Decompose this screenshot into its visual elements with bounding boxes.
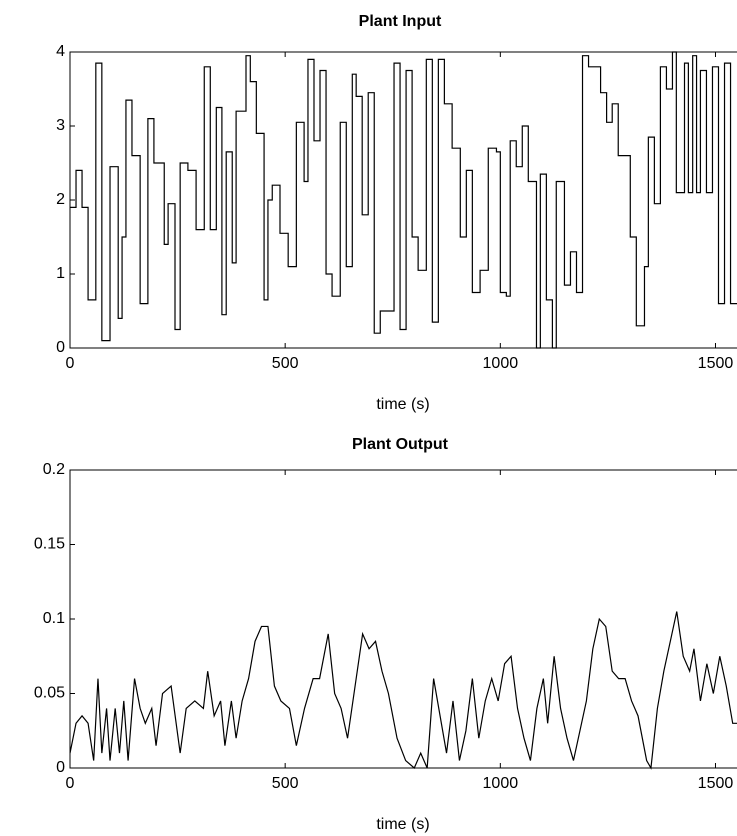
y-tick-label: 0.1 [43, 610, 65, 627]
y-tick-label: 4 [56, 43, 65, 60]
y-tick-label: 0.2 [43, 461, 65, 478]
y-tick-label: 0 [56, 339, 65, 356]
x-tick-label: 500 [272, 355, 299, 372]
y-tick-label: 3 [56, 117, 65, 134]
chart-title: Plant Output [352, 436, 449, 453]
x-tick-label: 500 [272, 775, 299, 792]
x-tick-label: 0 [66, 775, 75, 792]
x-tick-label: 1000 [483, 355, 519, 372]
x-axis-label: time (s) [376, 396, 429, 413]
y-tick-label: 0.15 [34, 536, 65, 553]
x-tick-label: 1000 [483, 775, 519, 792]
axes-frame [69, 469, 737, 769]
x-axis-label: time (s) [376, 816, 429, 833]
x-tick-label: 1500 [698, 775, 734, 792]
x-tick-label: 0 [66, 355, 75, 372]
y-tick-label: 0 [56, 759, 65, 776]
x-tick-label: 1500 [698, 355, 734, 372]
data-line [70, 51, 737, 349]
y-tick-label: 2 [56, 191, 65, 208]
chart-title: Plant Input [359, 13, 442, 30]
y-tick-label: 1 [56, 265, 65, 282]
y-tick-label: 0.05 [34, 685, 65, 702]
data-line [69, 611, 737, 770]
axes-frame [69, 51, 737, 349]
